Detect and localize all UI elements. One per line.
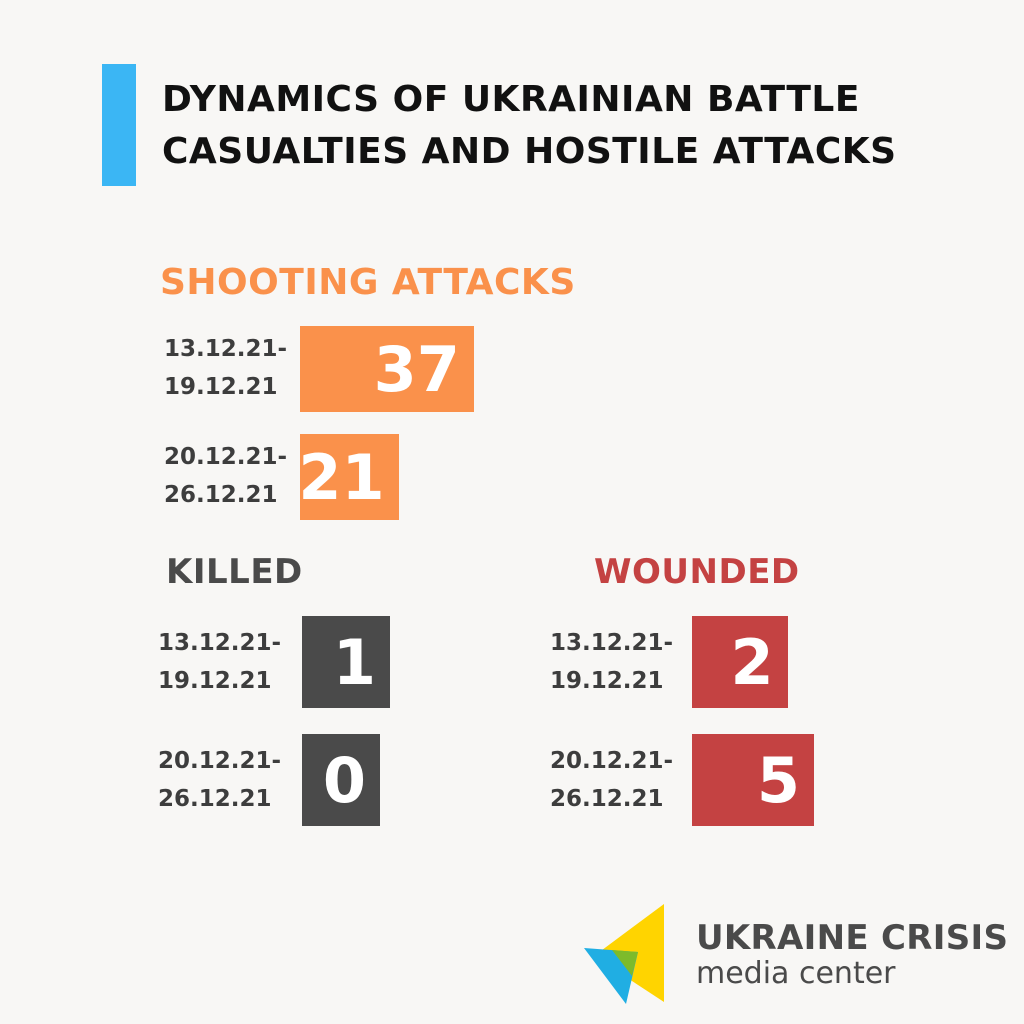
killed-category-label: 13.12.21- 19.12.21 — [158, 630, 282, 694]
wounded-bar: 2 — [692, 616, 788, 708]
logo-text-primary: UKRAINE CRISIS — [696, 918, 1009, 958]
shooting-value-label: 37 — [373, 332, 460, 406]
shooting-chart-title: SHOOTING ATTACKS — [160, 262, 576, 303]
title-accent-bar — [102, 64, 136, 186]
killed-chart-title: KILLED — [166, 552, 303, 592]
killed-value-label: 1 — [332, 625, 376, 699]
shooting-value-label: 21 — [298, 440, 385, 514]
logo-text-secondary: media center — [696, 956, 896, 991]
wounded-value-label: 5 — [756, 743, 800, 817]
killed-bar: 0 — [302, 734, 380, 826]
wounded-chart-title: WOUNDED — [594, 552, 800, 592]
wounded-value-label: 2 — [730, 625, 774, 699]
ukraine-crisis-logo-icon — [584, 904, 664, 1004]
killed-bar: 1 — [302, 616, 390, 708]
shooting-bar: 37 — [300, 326, 474, 412]
shooting-category-label: 20.12.21- 26.12.21 — [164, 444, 288, 508]
wounded-category-label: 13.12.21- 19.12.21 — [550, 630, 674, 694]
shooting-category-label: 13.12.21- 19.12.21 — [164, 336, 288, 400]
killed-value-label: 0 — [322, 743, 366, 817]
wounded-bar: 5 — [692, 734, 814, 826]
page-title: DYNAMICS OF UKRAINIAN BATTLE CASUALTIES … — [162, 79, 897, 172]
shooting-bar: 21 — [298, 434, 399, 520]
wounded-category-label: 20.12.21- 26.12.21 — [550, 748, 674, 812]
killed-category-label: 20.12.21- 26.12.21 — [158, 748, 282, 812]
